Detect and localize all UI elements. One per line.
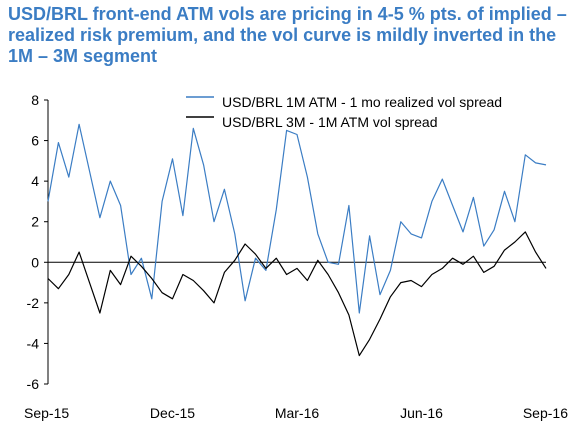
x-tick-label: Dec-15 — [150, 405, 195, 421]
y-tick-label: 4 — [31, 173, 39, 189]
y-tick-label: -6 — [27, 376, 40, 392]
x-tick-label: Sep-16 — [523, 405, 568, 421]
chart-legend: USD/BRL 1M ATM - 1 mo realized vol sprea… — [186, 94, 502, 130]
chart-lines — [47, 123, 547, 357]
y-tick-label: 8 — [31, 92, 39, 108]
chart-title: USD/BRL front-end ATM vols are pricing i… — [8, 4, 567, 66]
x-tick-label: Jun-16 — [400, 405, 443, 421]
y-tick-label: -2 — [27, 295, 40, 311]
y-tick-label: 0 — [31, 254, 39, 270]
legend-label: USD/BRL 1M ATM - 1 mo realized vol sprea… — [222, 94, 502, 110]
legend-label: USD/BRL 3M - 1M ATM vol spread — [222, 114, 438, 130]
chart-ticks: -6 -4 -2 0 2 4 6 8 Sep-15 Dec-15 Mar-16 Jun-16 Sep-1… — [24, 92, 568, 421]
x-tick-label: Mar-16 — [275, 405, 320, 421]
y-tick-label: -4 — [27, 335, 40, 351]
chart-axes — [47, 100, 546, 384]
series-line-3m-1m-atm-spread — [47, 231, 547, 357]
series-line-1m-atm-realized-spread — [47, 123, 547, 314]
y-tick-label: 2 — [31, 214, 39, 230]
x-tick-label: Sep-15 — [24, 405, 69, 421]
y-tick-label: 6 — [31, 133, 39, 149]
